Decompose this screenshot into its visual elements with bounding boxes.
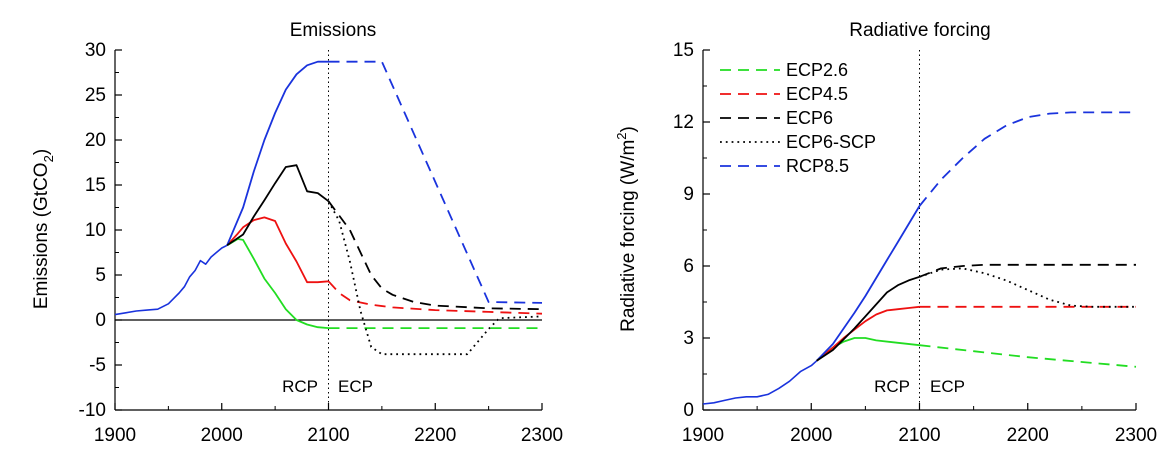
emissions-y-axis-label: Emissions (GtCO2) — [31, 149, 56, 309]
y-tick-label: -5 — [89, 355, 106, 376]
series-ecp4-5-ecp-line — [327, 280, 543, 315]
legend-label-rcp8-5: RCP8.5 — [786, 156, 849, 176]
y-tick-label: 3 — [683, 328, 694, 349]
series-ecp6-ecp-line — [919, 263, 1136, 278]
y-tick-label: 12 — [673, 112, 694, 133]
historical-line — [702, 360, 818, 405]
legend-label-ecp6-scp: ECP6-SCP — [786, 132, 876, 152]
legend-label-ecp6: ECP6 — [786, 108, 833, 128]
x-tick-label: 2000 — [790, 425, 832, 446]
legend-label-ecp4-5: ECP4.5 — [786, 84, 848, 104]
y-tick-label: 9 — [683, 184, 694, 205]
forcing-y-axis-label: Radiative forcing (W/m2) — [614, 126, 639, 332]
x-tick-label: 2300 — [1115, 425, 1157, 446]
series-ecp4-5-rcp-line — [816, 305, 920, 362]
x-tick-label: 2100 — [307, 425, 349, 446]
series-ecp6-rcp-line — [816, 275, 920, 362]
x-tick-label: 2300 — [521, 425, 563, 446]
series-ecp6-scp-ecp-line — [327, 200, 543, 356]
y-tick-label: 6 — [683, 256, 694, 277]
y-tick-label: 15 — [85, 175, 106, 196]
emissions-rcp-label: RCP — [282, 377, 318, 396]
x-tick-label: 2200 — [1007, 425, 1049, 446]
forcing-rcp-label: RCP — [874, 377, 910, 396]
y-tick-label: -10 — [79, 400, 106, 421]
x-tick-label: 1900 — [94, 425, 136, 446]
historical-line — [114, 244, 228, 316]
series-ecp6-ecp-line — [327, 200, 543, 311]
series-rcp8-5-ecp-line — [918, 111, 1136, 207]
y-tick-label: 15 — [673, 40, 694, 61]
y-tick-label: 5 — [95, 265, 106, 286]
series-rcp8-5-ecp-line — [328, 60, 543, 304]
y-tick-label: 0 — [95, 310, 106, 331]
radiative-forcing-panel: Radiative forcing Radiative forcing (W/m… — [614, 20, 1157, 446]
series-rcp8-5-rcp-line — [816, 205, 921, 362]
series-ecp6-scp-ecp-line — [919, 267, 1136, 308]
emissions-panel: Emissions Emissions (GtCO2) RCP ECP -10 -… — [31, 20, 563, 446]
x-tick-label: 2200 — [414, 425, 456, 446]
emissions-ecp-label: ECP — [338, 377, 373, 396]
forcing-ecp-label: ECP — [930, 377, 965, 396]
emissions-title: Emissions — [290, 20, 377, 41]
series-ecp2-6-rcp-line — [226, 238, 329, 329]
x-tick-label: 2100 — [898, 425, 940, 446]
forcing-title: Radiative forcing — [849, 20, 991, 41]
y-tick-label: 30 — [85, 40, 106, 61]
y-tick-label: 10 — [85, 220, 106, 241]
y-tick-label: 0 — [683, 400, 694, 421]
legend-label-ecp2-6: ECP2.6 — [786, 60, 848, 80]
series-ecp4-5-rcp-line — [226, 216, 329, 284]
x-tick-label: 2000 — [201, 425, 243, 446]
series-ecp6-rcp-line — [226, 164, 330, 247]
y-tick-label: 25 — [85, 85, 106, 106]
series-ecp2-6-rcp-line — [816, 337, 920, 362]
series-ecp2-6-ecp-line — [919, 344, 1137, 368]
x-tick-label: 1900 — [682, 425, 724, 446]
y-tick-label: 20 — [85, 130, 106, 151]
series-rcp8-5-rcp-line — [226, 60, 329, 246]
